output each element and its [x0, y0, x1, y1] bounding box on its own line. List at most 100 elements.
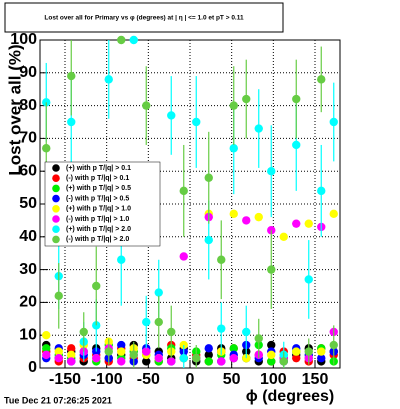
legend-label: (-) with p T/|q| > 1.0: [66, 216, 129, 223]
point: [42, 344, 51, 353]
point: [292, 219, 301, 228]
point: [179, 353, 188, 363]
point: [317, 186, 326, 196]
point: [104, 75, 113, 84]
point: [229, 209, 238, 219]
y-tick-label: 40: [19, 228, 37, 245]
legend-label: (+) with p T/|q| > 0.5: [66, 185, 131, 192]
point: [179, 252, 188, 261]
point: [254, 124, 263, 133]
point: [117, 35, 126, 45]
point: [292, 347, 301, 356]
point: [42, 144, 51, 153]
legend-box: [44, 161, 161, 247]
timestamp: Tue Dec 21 07:26:25 2021: [4, 395, 112, 405]
x-tick-label: 0: [186, 371, 195, 388]
legend-marker: [52, 194, 60, 203]
point: [267, 350, 276, 360]
point: [167, 327, 176, 337]
point: [104, 347, 113, 356]
point: [317, 75, 326, 84]
point: [267, 265, 276, 274]
legend-label: (-) with p T/|q| > 0.1: [66, 175, 129, 182]
legend-marker: [52, 205, 60, 213]
point: [217, 255, 226, 264]
point: [154, 353, 163, 363]
legend-label: (-) with p T/|q| > 0.5: [66, 195, 129, 202]
point: [42, 331, 51, 340]
point: [129, 350, 138, 360]
point: [117, 340, 126, 350]
point: [204, 173, 213, 182]
point: [317, 353, 326, 363]
point: [67, 117, 76, 127]
x-tick-label: -100: [91, 371, 123, 388]
y-tick-label: 60: [19, 162, 37, 179]
point: [317, 347, 326, 356]
x-tick-label: 100: [260, 371, 287, 388]
point: [292, 140, 301, 150]
y-tick-label: 70: [19, 130, 37, 147]
point: [329, 117, 338, 127]
point: [129, 35, 138, 45]
point: [92, 353, 101, 363]
point: [117, 255, 126, 264]
point: [79, 327, 88, 337]
point: [279, 232, 288, 241]
point: [292, 94, 301, 104]
point: [329, 340, 338, 350]
y-axis-label: Lost over all (%): [5, 44, 24, 175]
x-tick-label: -50: [137, 371, 160, 388]
legend-label: (+) with p T/|q| > 1.0: [66, 206, 131, 213]
title-box: [4, 2, 284, 33]
y-tick-label: 100: [10, 31, 37, 48]
legend-label: (+) with p T/|q| > 2.0: [66, 226, 131, 233]
point: [67, 350, 76, 360]
point: [229, 344, 238, 353]
point: [204, 350, 213, 360]
point: [304, 219, 313, 228]
point: [117, 347, 126, 356]
point: [204, 344, 213, 353]
point: [167, 357, 176, 366]
point: [54, 347, 63, 356]
chart-title: Lost over all for Primary vs φ (degrees)…: [44, 15, 244, 22]
point: [304, 347, 313, 356]
legend-marker: [52, 235, 60, 244]
legend-marker: [52, 174, 60, 182]
point: [229, 101, 238, 110]
point: [242, 216, 251, 225]
x-tick-label: 150: [302, 371, 329, 388]
x-tick-label: 50: [223, 371, 241, 388]
point: [67, 357, 76, 366]
y-tick-label: 20: [19, 294, 37, 311]
point: [54, 353, 63, 363]
point: [267, 167, 276, 176]
point: [329, 209, 338, 219]
point: [67, 344, 76, 353]
y-tick-label: 80: [19, 97, 37, 114]
y-tick-label: 0: [28, 359, 37, 376]
y-tick-label: 10: [19, 326, 37, 343]
x-axis-label: ϕ (degrees): [246, 388, 334, 405]
legend-label: (+) with p T/|q| > 0.1: [66, 165, 131, 172]
y-tick-label: 30: [19, 261, 37, 278]
x-tick-label: -150: [49, 371, 81, 388]
legend-marker: [52, 225, 60, 233]
y-tick-label: 50: [19, 195, 37, 212]
point: [154, 317, 163, 327]
legend-marker: [52, 215, 60, 223]
point: [204, 357, 213, 366]
point: [229, 353, 238, 363]
point: [242, 327, 251, 337]
point: [279, 357, 288, 366]
point: [42, 350, 51, 360]
point: [204, 235, 213, 245]
point: [117, 357, 126, 366]
point: [154, 288, 163, 297]
point: [267, 357, 276, 366]
point: [167, 111, 176, 120]
series: [42, 35, 338, 368]
point: [217, 324, 226, 333]
